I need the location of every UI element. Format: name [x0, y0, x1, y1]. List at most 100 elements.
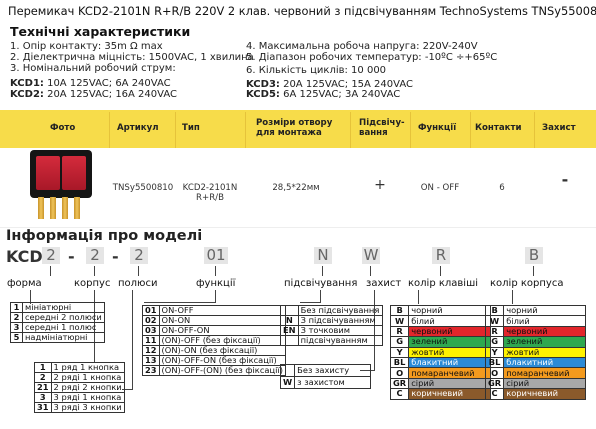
col-type: Тип: [182, 123, 200, 133]
key-color-code: O: [389, 367, 410, 379]
body-desc: 1 ряд 1 кнопка: [50, 362, 125, 373]
terminal-pin: [62, 197, 68, 219]
function-code: 03: [142, 325, 160, 336]
spec-kcd3: KCD3: 20A 125VAC; 15A 240VAC: [246, 79, 413, 90]
rocker-key-left: [36, 156, 60, 190]
lighting-code: [280, 335, 299, 346]
rocker-key-right: [62, 156, 86, 190]
body-color-swatch: жовтий: [503, 346, 587, 358]
table-row: підсвічуванням: [280, 335, 383, 346]
form-code: 1: [10, 302, 23, 313]
table-row: 3 середні 1 полюс: [10, 322, 105, 333]
key-color-code: BL: [389, 356, 410, 369]
spec-dielectric: 2. Діелектрична міцність: 1500VAC, 1 хви…: [10, 52, 254, 63]
spec-value: 20A 125VAC; 16A 240VAC: [43, 89, 177, 100]
spec-kcd5: KCD5: 6A 125VAC; 3A 240VAC: [246, 89, 400, 100]
body-color-swatch: червоний: [503, 325, 587, 338]
code-key-color-box: R: [432, 247, 450, 264]
terminal-pin: [38, 197, 44, 219]
function-desc: (ON)-OFF-ON (без фіксації): [158, 355, 286, 366]
key-color-swatch: зелений: [408, 336, 492, 348]
spec-max-voltage: 4. Максимальна робоча напруга: 220V-240V: [246, 41, 478, 52]
body-code: 2: [34, 372, 52, 383]
col-light-line2: вання: [359, 128, 388, 138]
table-header: [0, 110, 596, 148]
spec-rated-current: 3. Номінальний робочий струм:: [10, 63, 176, 74]
col-functions: Функції: [418, 123, 457, 133]
body-code: 3: [34, 392, 52, 403]
body-color-code: B: [484, 304, 505, 317]
cell-article: TNSy5500810: [112, 183, 174, 193]
code-poles-box: 2: [130, 247, 148, 264]
table-row: 1 мініатюрні: [10, 302, 105, 313]
body-color-swatch: коричневий: [503, 388, 587, 400]
body-color-swatch: зелений: [503, 336, 587, 348]
key-color-swatch: блакитний: [408, 356, 492, 369]
key-color-swatch: помаранчевий: [408, 367, 492, 379]
body-code: 31: [34, 402, 52, 413]
key-color-code: W: [389, 315, 410, 327]
col-photo: Фото: [50, 123, 76, 133]
key-color-swatch: білий: [408, 315, 492, 327]
table-row: 5 надмініатюрні: [10, 332, 105, 343]
function-code: 11: [142, 335, 160, 346]
function-desc: (ON)-OFF (без фіксації): [158, 335, 286, 346]
spec-key: KCD1:: [10, 78, 44, 89]
label-functions: функції: [196, 278, 236, 289]
label-form: форма: [7, 278, 42, 289]
key-color-code: G: [389, 336, 410, 348]
lighting-desc: підсвічуванням: [297, 335, 383, 346]
form-code: 2: [10, 312, 23, 323]
col-light-line1: Підсвічу-: [359, 118, 405, 128]
body-color-code: R: [484, 325, 505, 338]
model-info-heading: Інформація про моделі: [6, 228, 203, 244]
label-protection: захист: [366, 278, 402, 289]
col-hole-line2: для монтажа: [256, 128, 322, 138]
spec-contact-resistance: 1. Опір контакту: 35m Ω max: [10, 41, 163, 52]
code-lighting-box: N: [314, 247, 332, 264]
label-body-color: колір корпуса: [490, 278, 564, 289]
form-table: 1 мініатюрні 2 середні 2 полюси 3 середні 1…: [10, 302, 105, 343]
col-light: Підсвічу-вання: [359, 118, 405, 138]
table-row: 02 ON-ON: [142, 315, 286, 326]
table-row: BL блакитний: [484, 356, 587, 369]
code-dash: -: [68, 247, 75, 266]
body-desc: 2 ряді 1 кнопка: [50, 372, 125, 383]
function-code: 12: [142, 345, 160, 356]
table-row: 21 2 ряді 2 кнопки: [34, 382, 125, 393]
body-desc: 3 ряді 1 кнопка: [50, 392, 125, 403]
product-photo: [30, 150, 92, 198]
body-color-code: Y: [484, 346, 505, 358]
label-body: корпус: [74, 278, 111, 289]
lighting-desc: Без підсвічування: [297, 305, 383, 316]
function-table: 01 ON-OFF 02 ON-ON 03 ON-OFF-ON 11 (ON)-OFF …: [142, 305, 286, 376]
spec-value: 20A 125VAC; 15A 240VAC: [279, 79, 413, 90]
spec-value: 6A 125VAC; 3A 240VAC: [279, 89, 401, 100]
code-body-box: 2: [86, 247, 104, 264]
table-row: 2 середні 2 полюси: [10, 312, 105, 323]
table-row: GR сірий: [484, 377, 587, 390]
code-protection-box: W: [362, 246, 380, 264]
body-color-swatch: чорний: [503, 304, 587, 317]
label-poles: полюси: [118, 278, 158, 289]
body-desc: 3 ряді 3 кнопки: [50, 402, 125, 413]
function-code: 02: [142, 315, 160, 326]
protection-code: [279, 364, 296, 377]
terminal-pin: [74, 197, 80, 219]
cell-functions: ON - OFF: [420, 183, 460, 193]
key-color-swatch: чорний: [408, 304, 492, 317]
spec-kcd2: KCD2: 20A 125VAC; 16A 240VAC: [10, 89, 177, 100]
spec-key: KCD5:: [246, 89, 280, 100]
